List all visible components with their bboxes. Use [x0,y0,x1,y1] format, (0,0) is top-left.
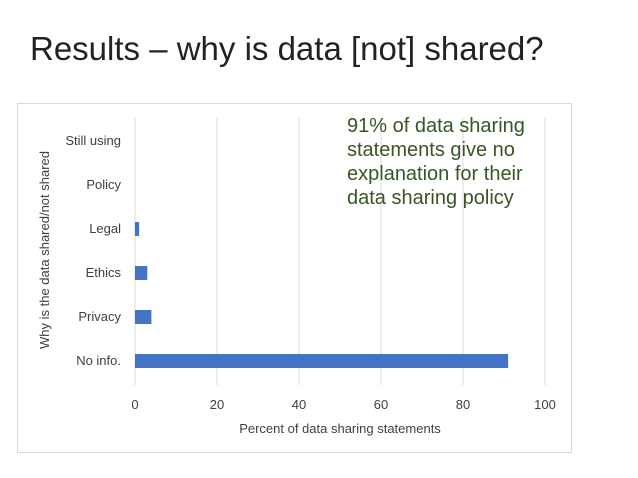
x-tick-label: 100 [534,397,556,412]
bar-no-info [135,354,509,368]
gridlines [134,118,546,385]
slide-title: Results – why is data [not] shared? [30,30,544,67]
x-tick-label: 80 [456,397,470,412]
y-axis-title: Why is the data shared/not shared [37,151,52,349]
bars [135,222,509,368]
x-tick-label: 40 [292,397,306,412]
x-tick-label: 20 [210,397,224,412]
category-label: Privacy [78,309,121,324]
callout-line-2: statements give no [347,139,515,161]
bar-ethics [135,266,148,280]
callout-line-4: data sharing policy [347,187,514,209]
callout-line-3: explanation for their [347,163,523,185]
callout-text: 91% of data sharing statements give no e… [347,114,567,210]
chart-frame [17,103,572,453]
x-tick-label: 0 [131,397,138,412]
category-label: Legal [89,221,121,236]
x-tick-labels: 0 20 40 60 80 100 [131,397,555,412]
category-labels: Still using Policy Legal Ethics Privacy No in… [65,133,121,368]
category-label: Still using [65,133,121,148]
bar-legal [135,222,140,236]
category-label: No info. [76,353,121,368]
x-axis-title: Percent of data sharing statements [239,421,441,436]
x-tick-label: 60 [374,397,388,412]
bar-privacy [135,310,152,324]
category-label: Policy [86,177,121,192]
callout-line-1: 91% of data sharing [347,115,525,137]
category-label: Ethics [86,265,122,280]
